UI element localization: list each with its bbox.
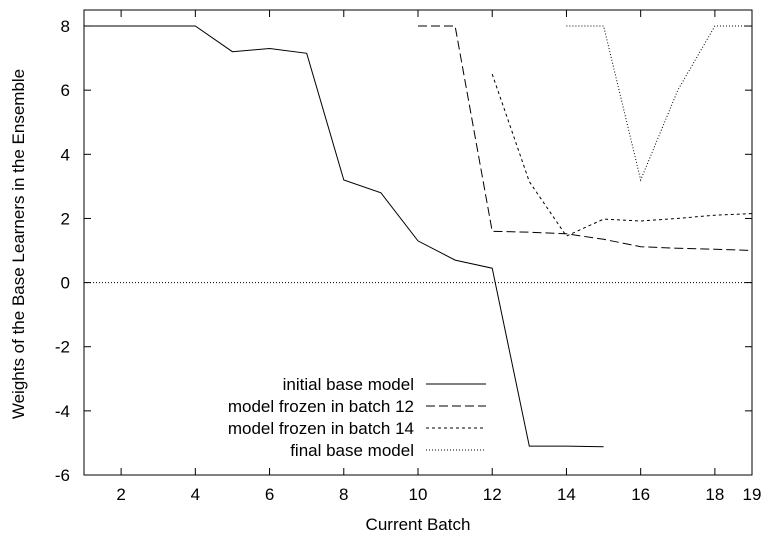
x-tick-label: 18 — [705, 485, 724, 504]
x-tick-label: 4 — [191, 485, 200, 504]
x-tick-label: 19 — [743, 485, 762, 504]
legend-label: final base model — [290, 441, 414, 460]
y-tick-label: -2 — [55, 338, 70, 357]
plot-frame — [83, 9, 753, 476]
x-axis-label: Current Batch — [366, 515, 471, 534]
y-tick-label: 4 — [61, 145, 70, 164]
y-axis-label: Weights of the Base Learners in the Ense… — [9, 69, 28, 419]
legend: initial base model model frozen in batch … — [228, 375, 486, 460]
y-tick-label: -4 — [55, 402, 70, 421]
x-tick-label: 8 — [339, 485, 348, 504]
y-tick-label: -6 — [55, 466, 70, 485]
series-line-3 — [491, 73, 753, 237]
series-line-4 — [566, 25, 752, 182]
series-line-2 — [418, 25, 753, 251]
x-tick-label: 6 — [265, 485, 274, 504]
y-tick-label: 6 — [61, 81, 70, 100]
x-tick-label: 14 — [557, 485, 576, 504]
y-axis: -6 -4 -2 0 2 4 6 8 — [55, 17, 752, 485]
y-tick-label: 0 — [61, 274, 70, 293]
x-tick-label: 10 — [409, 485, 428, 504]
legend-label: model frozen in batch 14 — [228, 419, 414, 438]
series-layer — [84, 25, 753, 448]
y-tick-label: 2 — [61, 209, 70, 228]
plot-area-border — [83, 9, 753, 476]
x-tick-label: 2 — [116, 485, 125, 504]
x-axis: 2 4 6 8 10 12 14 16 18 19 — [116, 10, 761, 504]
legend-label: model frozen in batch 12 — [228, 397, 414, 416]
x-tick-label: 12 — [483, 485, 502, 504]
series-line-1 — [84, 25, 604, 448]
legend-label: initial base model — [283, 375, 414, 394]
y-tick-label: 8 — [61, 17, 70, 36]
x-tick-label: 16 — [631, 485, 650, 504]
